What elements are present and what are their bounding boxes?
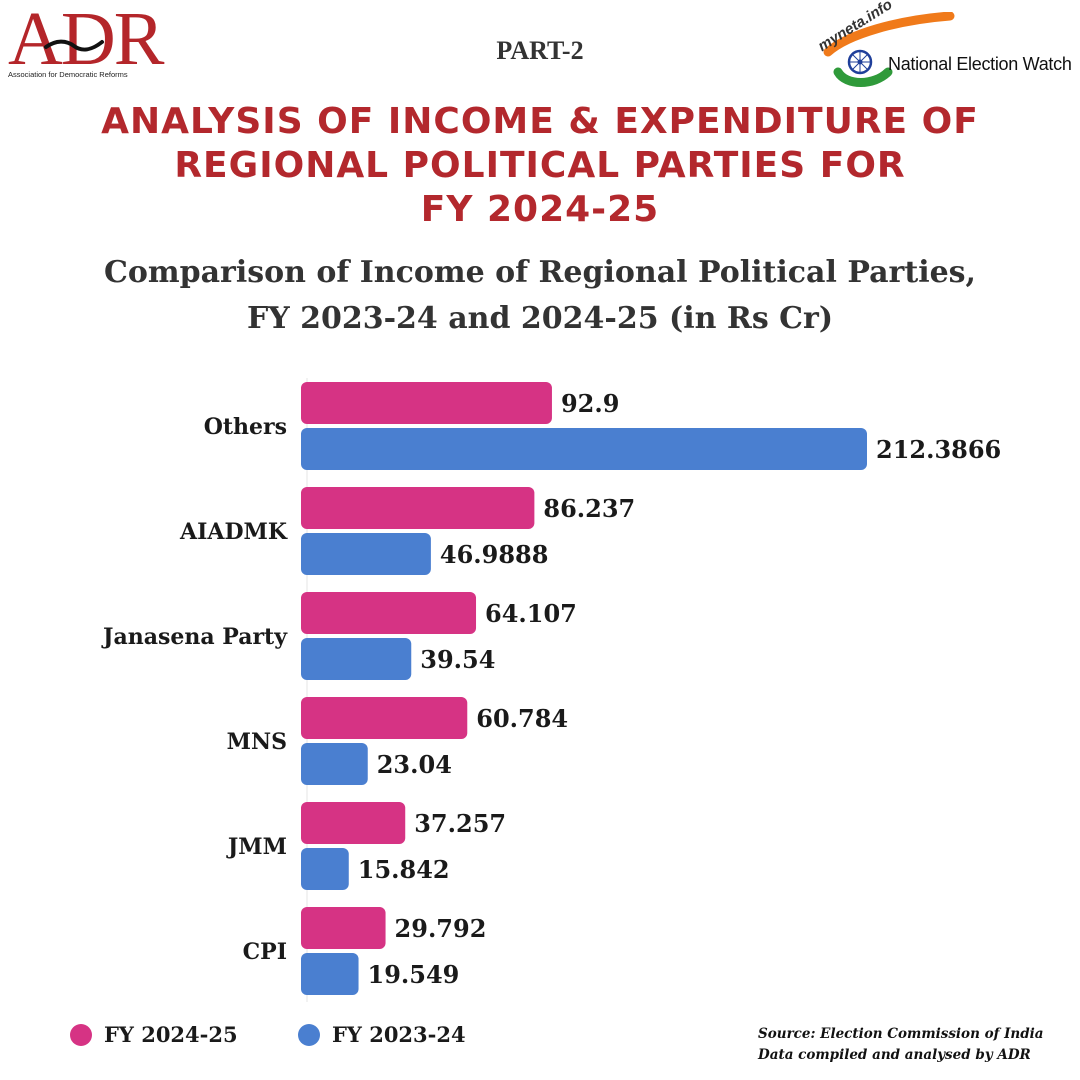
national-election-watch-text: National Election Watch (888, 54, 1072, 74)
adr-tagline: Association for Democratic Reforms (8, 70, 128, 79)
legend-label-fy2024-25: FY 2024-25 (104, 1022, 238, 1047)
source-line-2: Data compiled and analysed by ADR (758, 1047, 1031, 1063)
chart-title-line-2: FY 2023-24 and 2024-25 (in Rs Cr) (246, 301, 834, 336)
chart-title-line-1: Comparison of Income of Regional Politic… (103, 255, 977, 290)
chart-title: Comparison of Income of Regional Politic… (0, 250, 1080, 342)
category-label-cpi: CPI (243, 939, 287, 965)
data-label-others-fy-2023-24: 212.3866 (876, 435, 1001, 464)
legend-swatch-fy2023-24 (298, 1023, 320, 1046)
legend-item-fy2023-24: FY 2023-24 (298, 1022, 466, 1047)
part-label: PART-2 (496, 36, 584, 65)
bar-cpi-fy-2024-25 (301, 907, 386, 949)
bar-janasena-party-fy-2024-25 (301, 592, 477, 634)
bar-jmm-fy-2024-25 (301, 802, 406, 844)
bar-others-fy-2024-25 (301, 382, 552, 424)
source-line-1: Source: Election Commission of India (758, 1026, 1044, 1042)
headline-line-3: FY 2024-25 (420, 189, 660, 230)
category-label-others: Others (204, 414, 287, 440)
adr-logo: ADR Association for Democratic Reforms (8, 0, 168, 82)
bar-cpi-fy-2023-24 (301, 953, 359, 995)
data-label-mns-fy-2024-25: 60.784 (476, 704, 568, 733)
data-label-cpi-fy-2024-25: 29.792 (395, 914, 487, 943)
bar-others-fy-2023-24 (301, 428, 867, 470)
data-label-janasena-party-fy-2023-24: 39.54 (420, 645, 495, 674)
adr-swoosh-icon (44, 39, 104, 52)
category-label-mns: MNS (227, 729, 287, 755)
data-label-mns-fy-2023-24: 23.04 (377, 750, 452, 779)
data-label-cpi-fy-2023-24: 19.549 (368, 960, 460, 989)
data-label-jmm-fy-2024-25: 37.257 (414, 809, 506, 838)
bar-mns-fy-2024-25 (301, 697, 468, 739)
source-note: Source: Election Commission of India Dat… (758, 1024, 1044, 1066)
data-label-others-fy-2024-25: 92.9 (561, 389, 619, 418)
bar-aiadmk-fy-2024-25 (301, 487, 535, 529)
legend-swatch-fy2024-25 (70, 1023, 92, 1046)
tricolor-swoosh-icon (823, 12, 955, 87)
bar-janasena-party-fy-2023-24 (301, 638, 412, 680)
bar-jmm-fy-2023-24 (301, 848, 349, 890)
national-election-watch-logo: myneta.info National Election Watch (815, 0, 1080, 90)
data-label-aiadmk-fy-2024-25: 86.237 (543, 494, 635, 523)
category-label-aiadmk: AIADMK (179, 519, 288, 545)
adr-logo-letters: ADR (8, 0, 164, 81)
income-bar-chart: Others 92.9 212.3866 AIADMK 86.237 46.9888 Jan… (101, 378, 1001, 1002)
category-label-janasena-party: Janasena Party (101, 624, 288, 650)
legend-label-fy2023-24: FY 2023-24 (332, 1022, 466, 1047)
category-label-jmm: JMM (226, 834, 287, 860)
data-label-janasena-party-fy-2024-25: 64.107 (485, 599, 577, 628)
headline-line-2: REGIONAL POLITICAL PARTIES FOR (174, 145, 906, 186)
headline: ANALYSIS OF INCOME & EXPENDITURE OF REGI… (0, 100, 1080, 232)
data-label-jmm-fy-2023-24: 15.842 (358, 855, 450, 884)
legend-item-fy2024-25: FY 2024-25 (70, 1022, 238, 1047)
data-label-aiadmk-fy-2023-24: 46.9888 (440, 540, 549, 569)
headline-line-1: ANALYSIS OF INCOME & EXPENDITURE OF (101, 101, 979, 142)
bar-aiadmk-fy-2023-24 (301, 533, 431, 575)
bar-mns-fy-2023-24 (301, 743, 368, 785)
